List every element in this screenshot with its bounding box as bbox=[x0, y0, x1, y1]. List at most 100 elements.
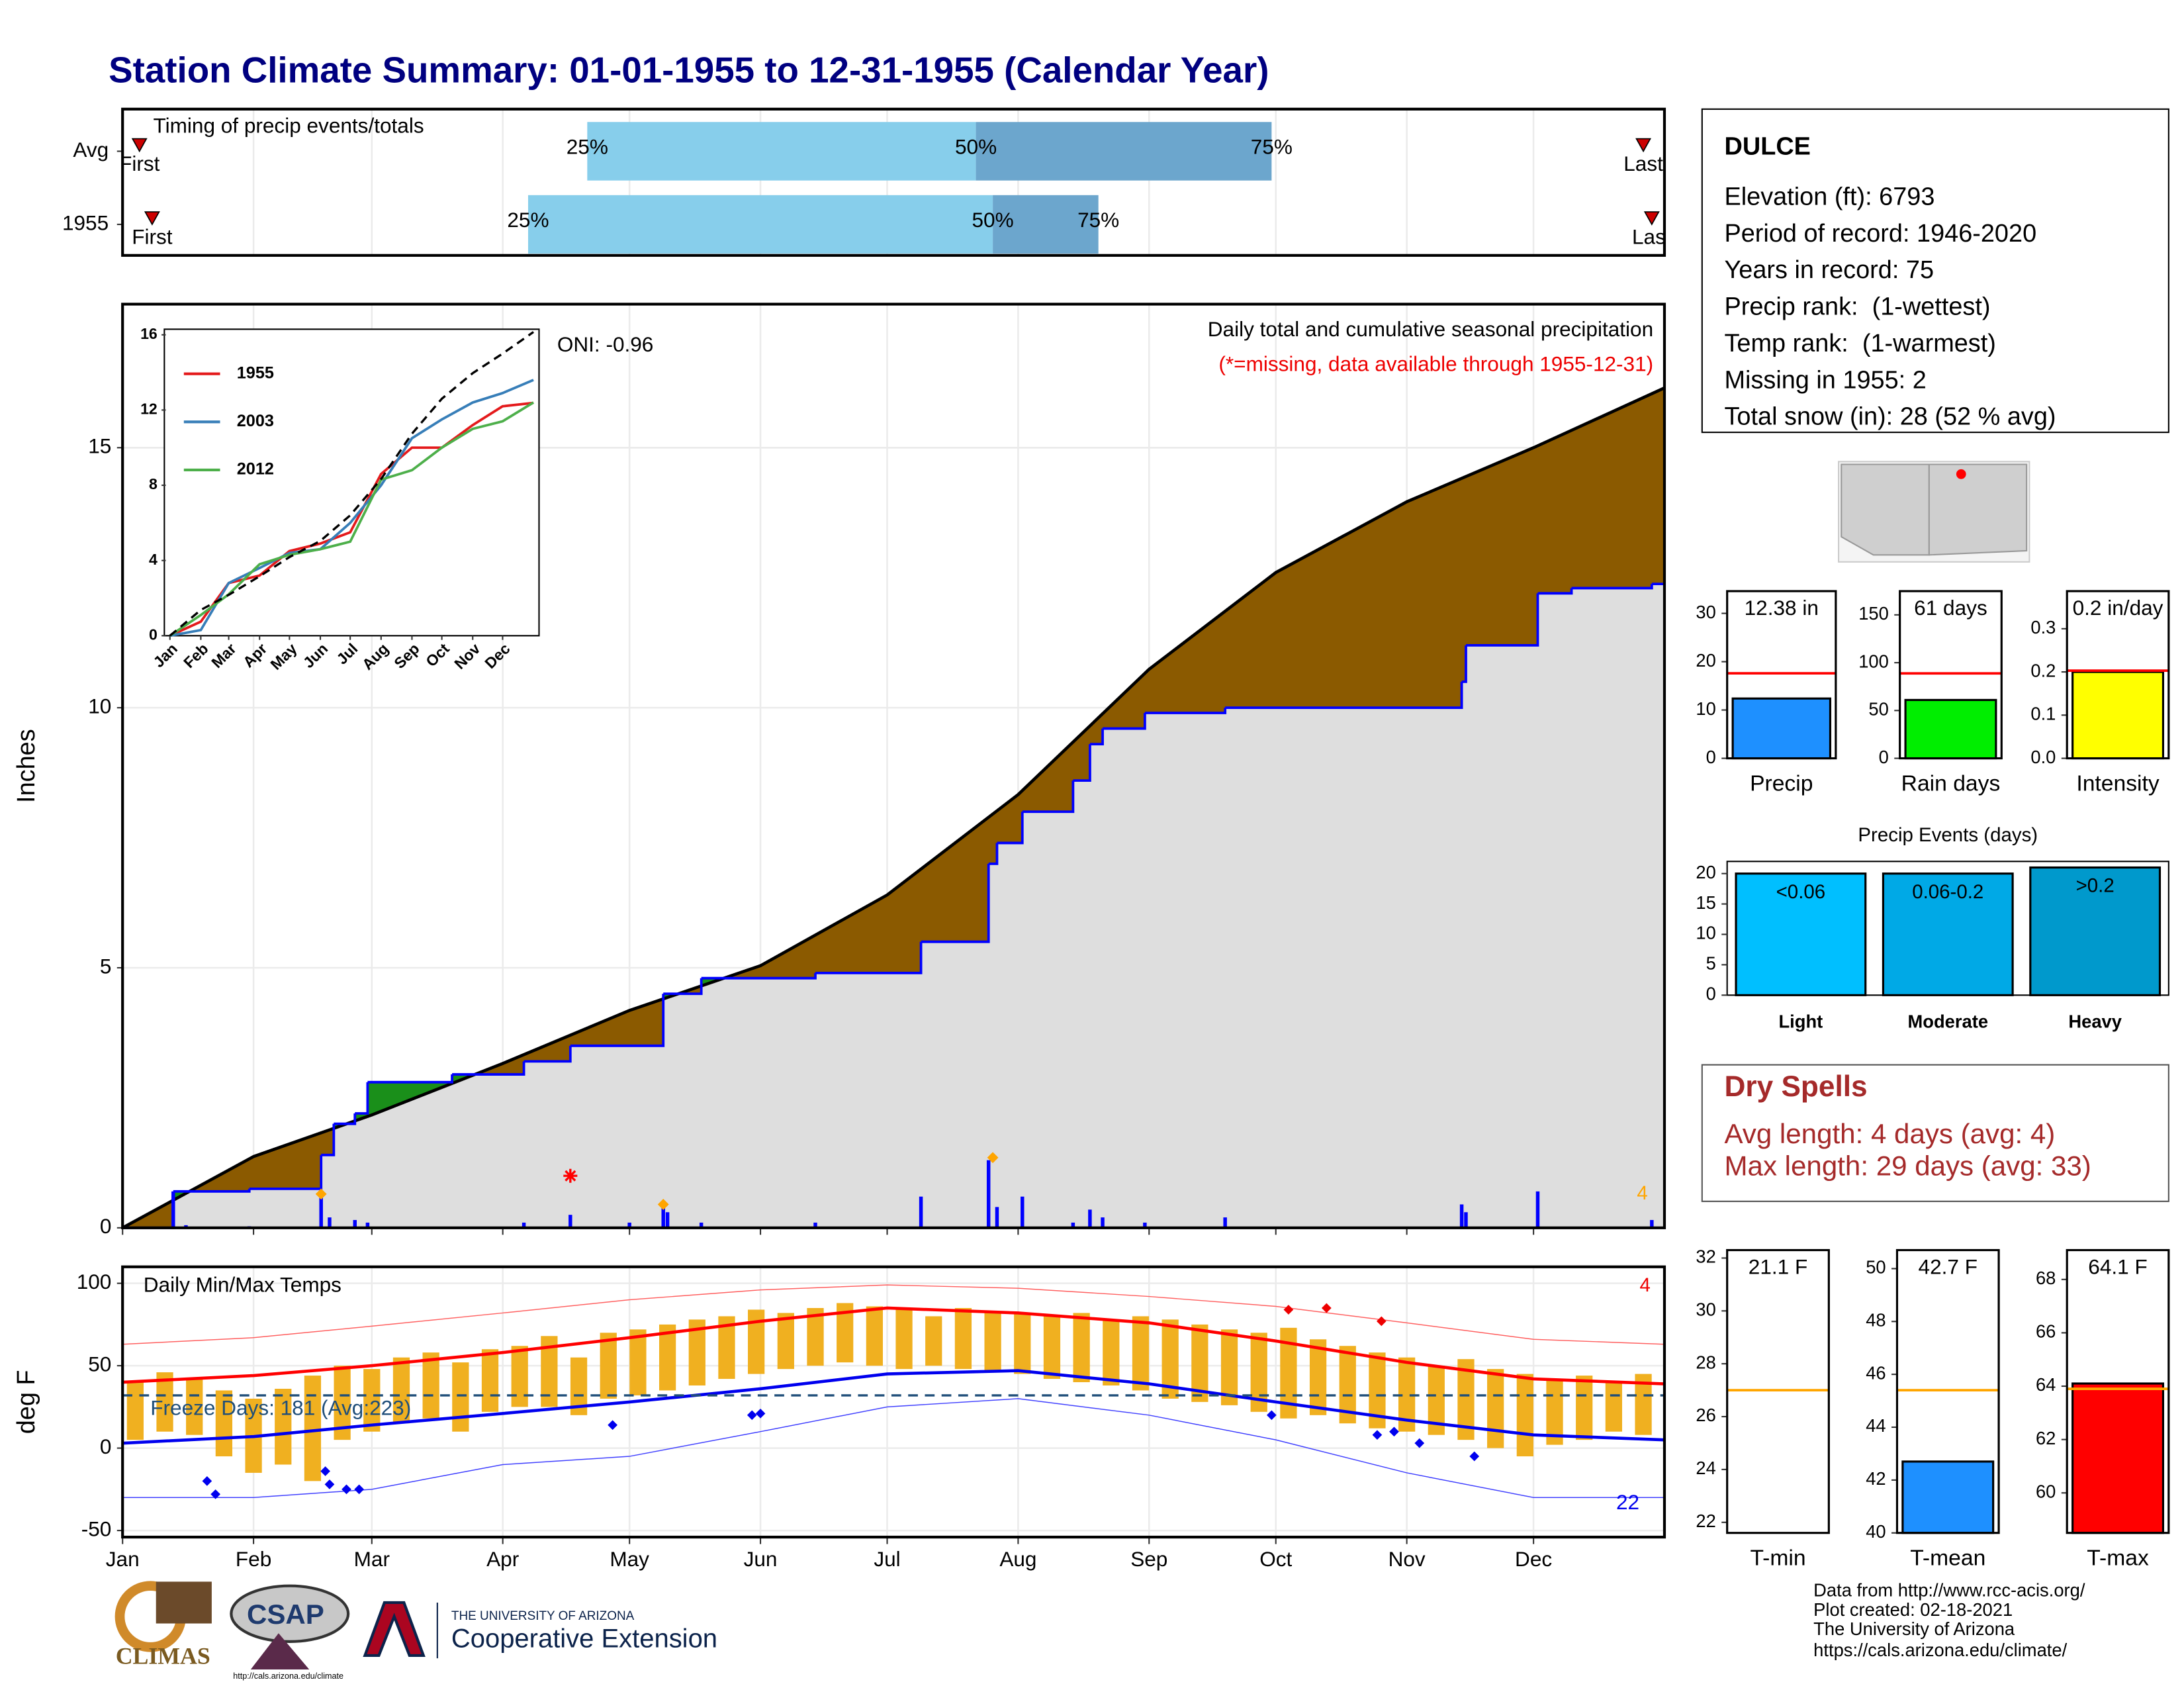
temp-range-bar bbox=[275, 1388, 292, 1465]
dry-spells-title: Dry Spells bbox=[1724, 1070, 1867, 1103]
temp-range-bar bbox=[1546, 1379, 1563, 1445]
quartile-label: 25% bbox=[507, 208, 549, 232]
cumulative-step bbox=[321, 1123, 336, 1156]
temp-line bbox=[122, 1306, 1665, 1385]
daily-precip-bar bbox=[171, 1191, 175, 1228]
y-tick-label: 0 bbox=[1879, 747, 1889, 767]
frame bbox=[1895, 1248, 2000, 1534]
y-tick-label: 22 bbox=[1696, 1511, 1715, 1531]
inset-series-line bbox=[169, 379, 534, 637]
cumulative-step bbox=[173, 1188, 251, 1193]
count-annotation: 4 bbox=[1637, 1182, 1647, 1204]
record-marker bbox=[1372, 1430, 1383, 1440]
y-tick-label: 40 bbox=[1866, 1521, 1886, 1542]
y-tick-label: 44 bbox=[1866, 1415, 1886, 1436]
record-marker bbox=[324, 1479, 335, 1489]
cumulative-step bbox=[1225, 681, 1463, 710]
range-label: 0.06-0.2 bbox=[1912, 881, 1983, 903]
y-tick-label: 66 bbox=[2036, 1321, 2056, 1342]
bar bbox=[2029, 866, 2161, 996]
quartile-bar bbox=[527, 195, 993, 254]
temp-range-bar bbox=[1132, 1316, 1150, 1391]
frame bbox=[121, 1265, 1666, 1539]
cumulative-step bbox=[1461, 645, 1467, 683]
value-label-box: 21.1 F bbox=[1749, 1256, 1808, 1280]
y-tick-label: 30 bbox=[1696, 602, 1715, 622]
quartile-bar bbox=[993, 195, 1099, 254]
station-lines: Elevation (ft): 6793 Period of record: 19… bbox=[1724, 183, 2056, 431]
temp-range-bar bbox=[600, 1333, 617, 1399]
daily-precip-bar bbox=[1021, 1196, 1024, 1228]
temp-range-bar bbox=[629, 1329, 647, 1395]
credit: https://cals.arizona.edu/climate/ bbox=[1813, 1640, 2067, 1660]
y-tick-label: 48 bbox=[1866, 1310, 1886, 1331]
x-tick-label: Apr bbox=[486, 1547, 519, 1571]
temp-range-bar bbox=[156, 1372, 173, 1432]
category-label: T-max bbox=[2087, 1546, 2149, 1571]
event-marker bbox=[144, 211, 160, 226]
credit: Data from http://www.rcc-acis.org/ bbox=[1813, 1579, 2085, 1600]
y-tick-label: 28 bbox=[1696, 1352, 1715, 1372]
daily-precip-bar bbox=[1535, 1191, 1540, 1228]
daily-precip-bar bbox=[1101, 1217, 1105, 1228]
summary-bar bbox=[2071, 671, 2165, 760]
cumulative-step bbox=[1022, 780, 1075, 814]
event-marker bbox=[1635, 138, 1652, 153]
timing-rows: 25% 50% 75% First Last 25% 50% 75% First Last bbox=[122, 122, 1664, 254]
temp-line bbox=[122, 1284, 1665, 1345]
x-tick-label: Sep bbox=[1130, 1547, 1167, 1571]
summary-bar bbox=[1904, 698, 1997, 760]
dry-spells-box bbox=[1701, 1064, 2169, 1202]
summary-bar bbox=[2071, 1382, 2165, 1534]
chart-title: Daily total and cumulative seasonal prec… bbox=[1208, 317, 1653, 341]
avg-cumulative-line bbox=[122, 386, 1665, 1229]
cumulative-step bbox=[1144, 708, 1227, 714]
event-marker bbox=[131, 138, 148, 153]
y-tick-label: 5 bbox=[100, 954, 112, 978]
temp-range-bar bbox=[1220, 1329, 1238, 1405]
bar bbox=[1735, 872, 1867, 996]
temp-line bbox=[122, 1369, 1665, 1445]
panel-title: Timing of precip events/totals bbox=[154, 114, 424, 138]
cumulative-step bbox=[997, 812, 1024, 845]
daily-precip-bar bbox=[813, 1222, 817, 1228]
summary-bar bbox=[1901, 1460, 1995, 1534]
ua-emblem bbox=[363, 1601, 426, 1658]
daily-precip-bar bbox=[1088, 1209, 1092, 1228]
y-tick-label: 0.3 bbox=[2030, 617, 2056, 637]
temp-range-bar bbox=[186, 1379, 203, 1435]
y-tick-label: -50 bbox=[81, 1517, 112, 1540]
cumulative-step bbox=[523, 1045, 572, 1063]
range-label: <0.06 bbox=[1776, 881, 1826, 903]
cumulative-step bbox=[988, 843, 999, 865]
category-label: Intensity bbox=[2076, 771, 2160, 796]
daily-precip-bar bbox=[1143, 1222, 1147, 1228]
record-marker bbox=[320, 1466, 330, 1476]
extension-logo: Cooperative Extension bbox=[451, 1624, 717, 1653]
temp-range-bar bbox=[304, 1376, 322, 1481]
event-label: Last bbox=[1623, 152, 1663, 175]
frame bbox=[121, 107, 1666, 257]
daily-precip-bar bbox=[365, 1222, 370, 1228]
cumulative-step bbox=[1465, 593, 1539, 647]
station-line: Years in record: 75 bbox=[1724, 256, 1934, 284]
oni-annotation: ONI: -0.96 bbox=[557, 332, 654, 356]
quartile-label: 75% bbox=[1251, 135, 1293, 159]
range-label: >0.2 bbox=[2076, 875, 2115, 897]
row-label: 1955 bbox=[62, 211, 109, 234]
y-tick-label: 50 bbox=[88, 1352, 111, 1376]
temp-range-bar bbox=[511, 1346, 528, 1407]
cumulative-step bbox=[334, 1113, 357, 1125]
temp-range-bar bbox=[1014, 1313, 1031, 1374]
inset-y-tick-label: 4 bbox=[149, 551, 158, 568]
station-line: Temp rank: (1-warmest) bbox=[1724, 330, 1995, 357]
y-tick-label: 20 bbox=[1696, 862, 1715, 882]
daily-precip-bar bbox=[986, 1160, 991, 1228]
chart-subtitle: (*=missing, data available through 1955-… bbox=[1218, 352, 1653, 375]
cumulative-step bbox=[1103, 713, 1146, 730]
temp-range-bar bbox=[1516, 1374, 1533, 1457]
cumulative-step bbox=[355, 1082, 369, 1115]
temp-range-bar bbox=[422, 1352, 439, 1419]
